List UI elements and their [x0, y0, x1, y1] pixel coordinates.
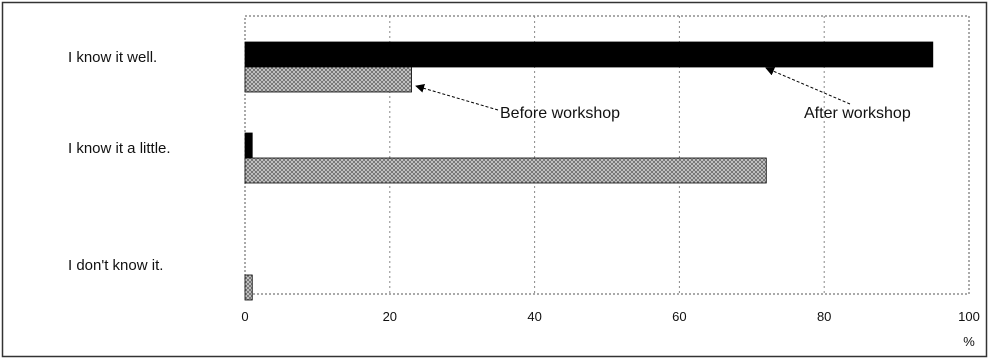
category-label: I don't know it.: [68, 257, 163, 274]
x-tick-label: 0: [241, 309, 248, 324]
bar-before-workshop: [244, 157, 767, 184]
x-axis-ticks: 0 20 40 60 80 100: [241, 309, 979, 324]
bar-before-workshop: [244, 274, 253, 301]
arrow-before-workshop: [415, 83, 499, 111]
bar-before-workshop: [244, 66, 412, 93]
annotation-label-before-workshop: Before workshop: [500, 105, 620, 122]
x-tick-label: 100: [958, 309, 980, 324]
bar-after-workshop: [244, 132, 253, 159]
bar-after-workshop: [244, 41, 934, 68]
annotation-label-after-workshop: After workshop: [804, 105, 911, 122]
category-label: I know it well.: [68, 49, 157, 66]
annotation-after-workshop: After workshop: [765, 67, 911, 122]
x-tick-label: 80: [817, 309, 831, 324]
category-labels: I know it well. I know it a little. I don'…: [68, 49, 171, 274]
bars: [244, 41, 934, 301]
x-unit-label: %: [963, 334, 975, 349]
arrow-after-workshop: [765, 67, 851, 105]
annotation-before-workshop: Before workshop: [415, 83, 620, 122]
category-label: I know it a little.: [68, 140, 171, 157]
x-tick-label: 40: [527, 309, 541, 324]
x-tick-label: 20: [383, 309, 397, 324]
x-tick-label: 60: [672, 309, 686, 324]
